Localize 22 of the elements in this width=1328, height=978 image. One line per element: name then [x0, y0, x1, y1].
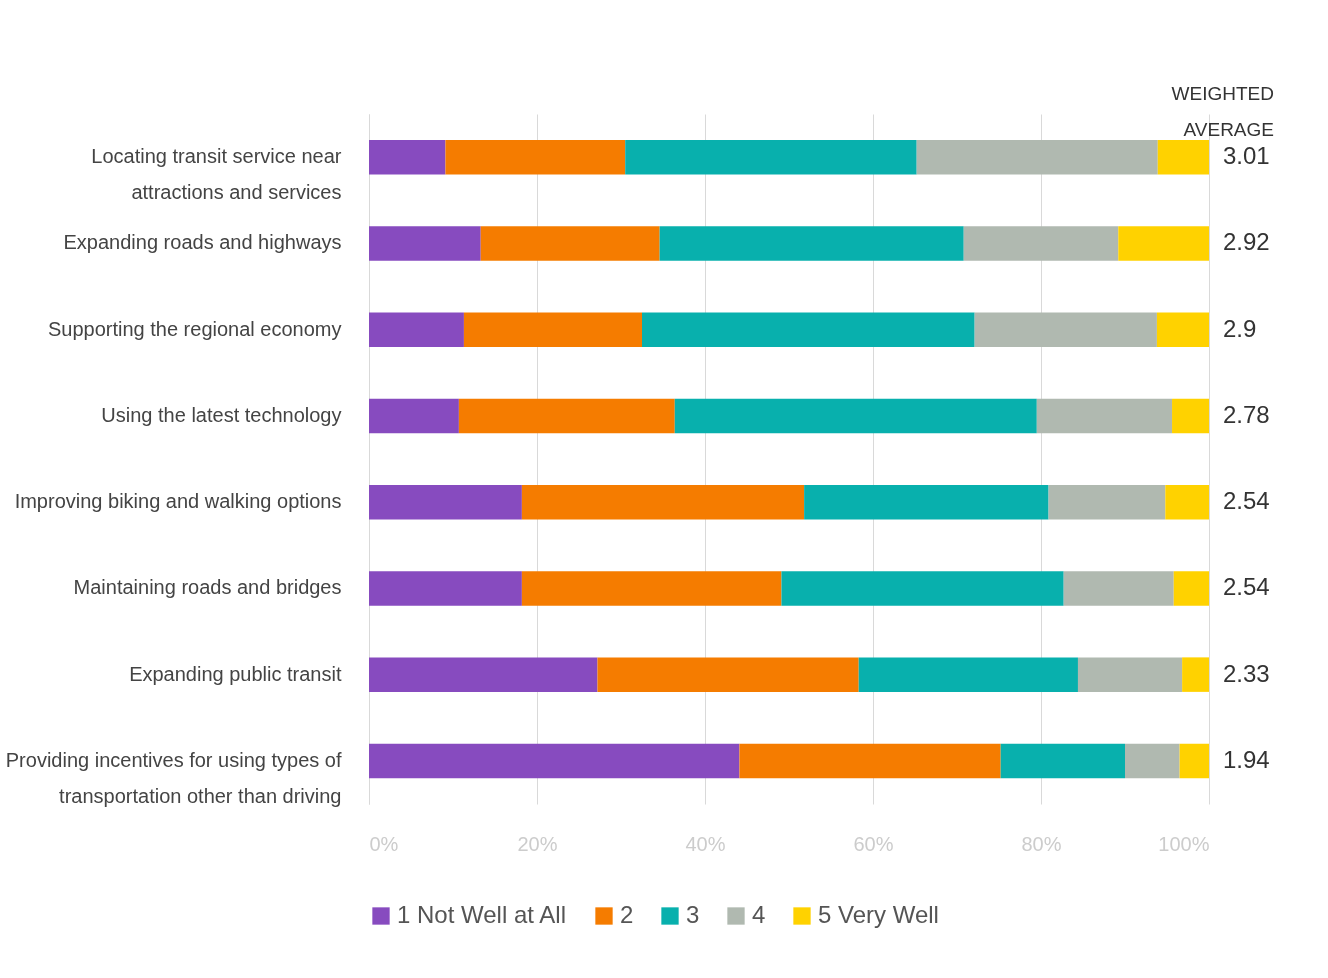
text: 1.94	[1223, 745, 1270, 773]
annotation: WEIGHTED AVERAGE	[1171, 83, 1274, 140]
y-tick-label: Providing incentives for using types of transportation other than driving	[5, 748, 342, 807]
legend-label: 4	[752, 901, 766, 928]
y-tick-label: Expanding roads and highways	[63, 231, 342, 254]
text: 2.33	[1223, 659, 1270, 687]
y-tick-label: Using the latest technology	[101, 403, 342, 426]
y-tick-label: Expanding public transit	[129, 662, 342, 685]
text: 2.78	[1223, 400, 1270, 428]
legend-label: 3	[686, 901, 700, 928]
legend-label: 5 Very Well	[818, 901, 939, 928]
y-tick-label: Locating transit service near attractions and services	[91, 145, 342, 204]
legend-label: 2	[620, 901, 634, 928]
y-tick-label: Supporting the regional economy	[47, 317, 342, 340]
text: 2.54	[1223, 487, 1270, 515]
y-tick-label: Maintaining roads and bridges	[73, 576, 342, 599]
text: 2.92	[1223, 228, 1270, 256]
y-tick-label: Improving biking and walking options	[14, 490, 342, 513]
text: 3.01	[1223, 142, 1270, 170]
text: 2.9	[1223, 314, 1257, 342]
legend-label: 1 Not Well at All	[397, 901, 566, 928]
text: 2.54	[1223, 573, 1270, 601]
